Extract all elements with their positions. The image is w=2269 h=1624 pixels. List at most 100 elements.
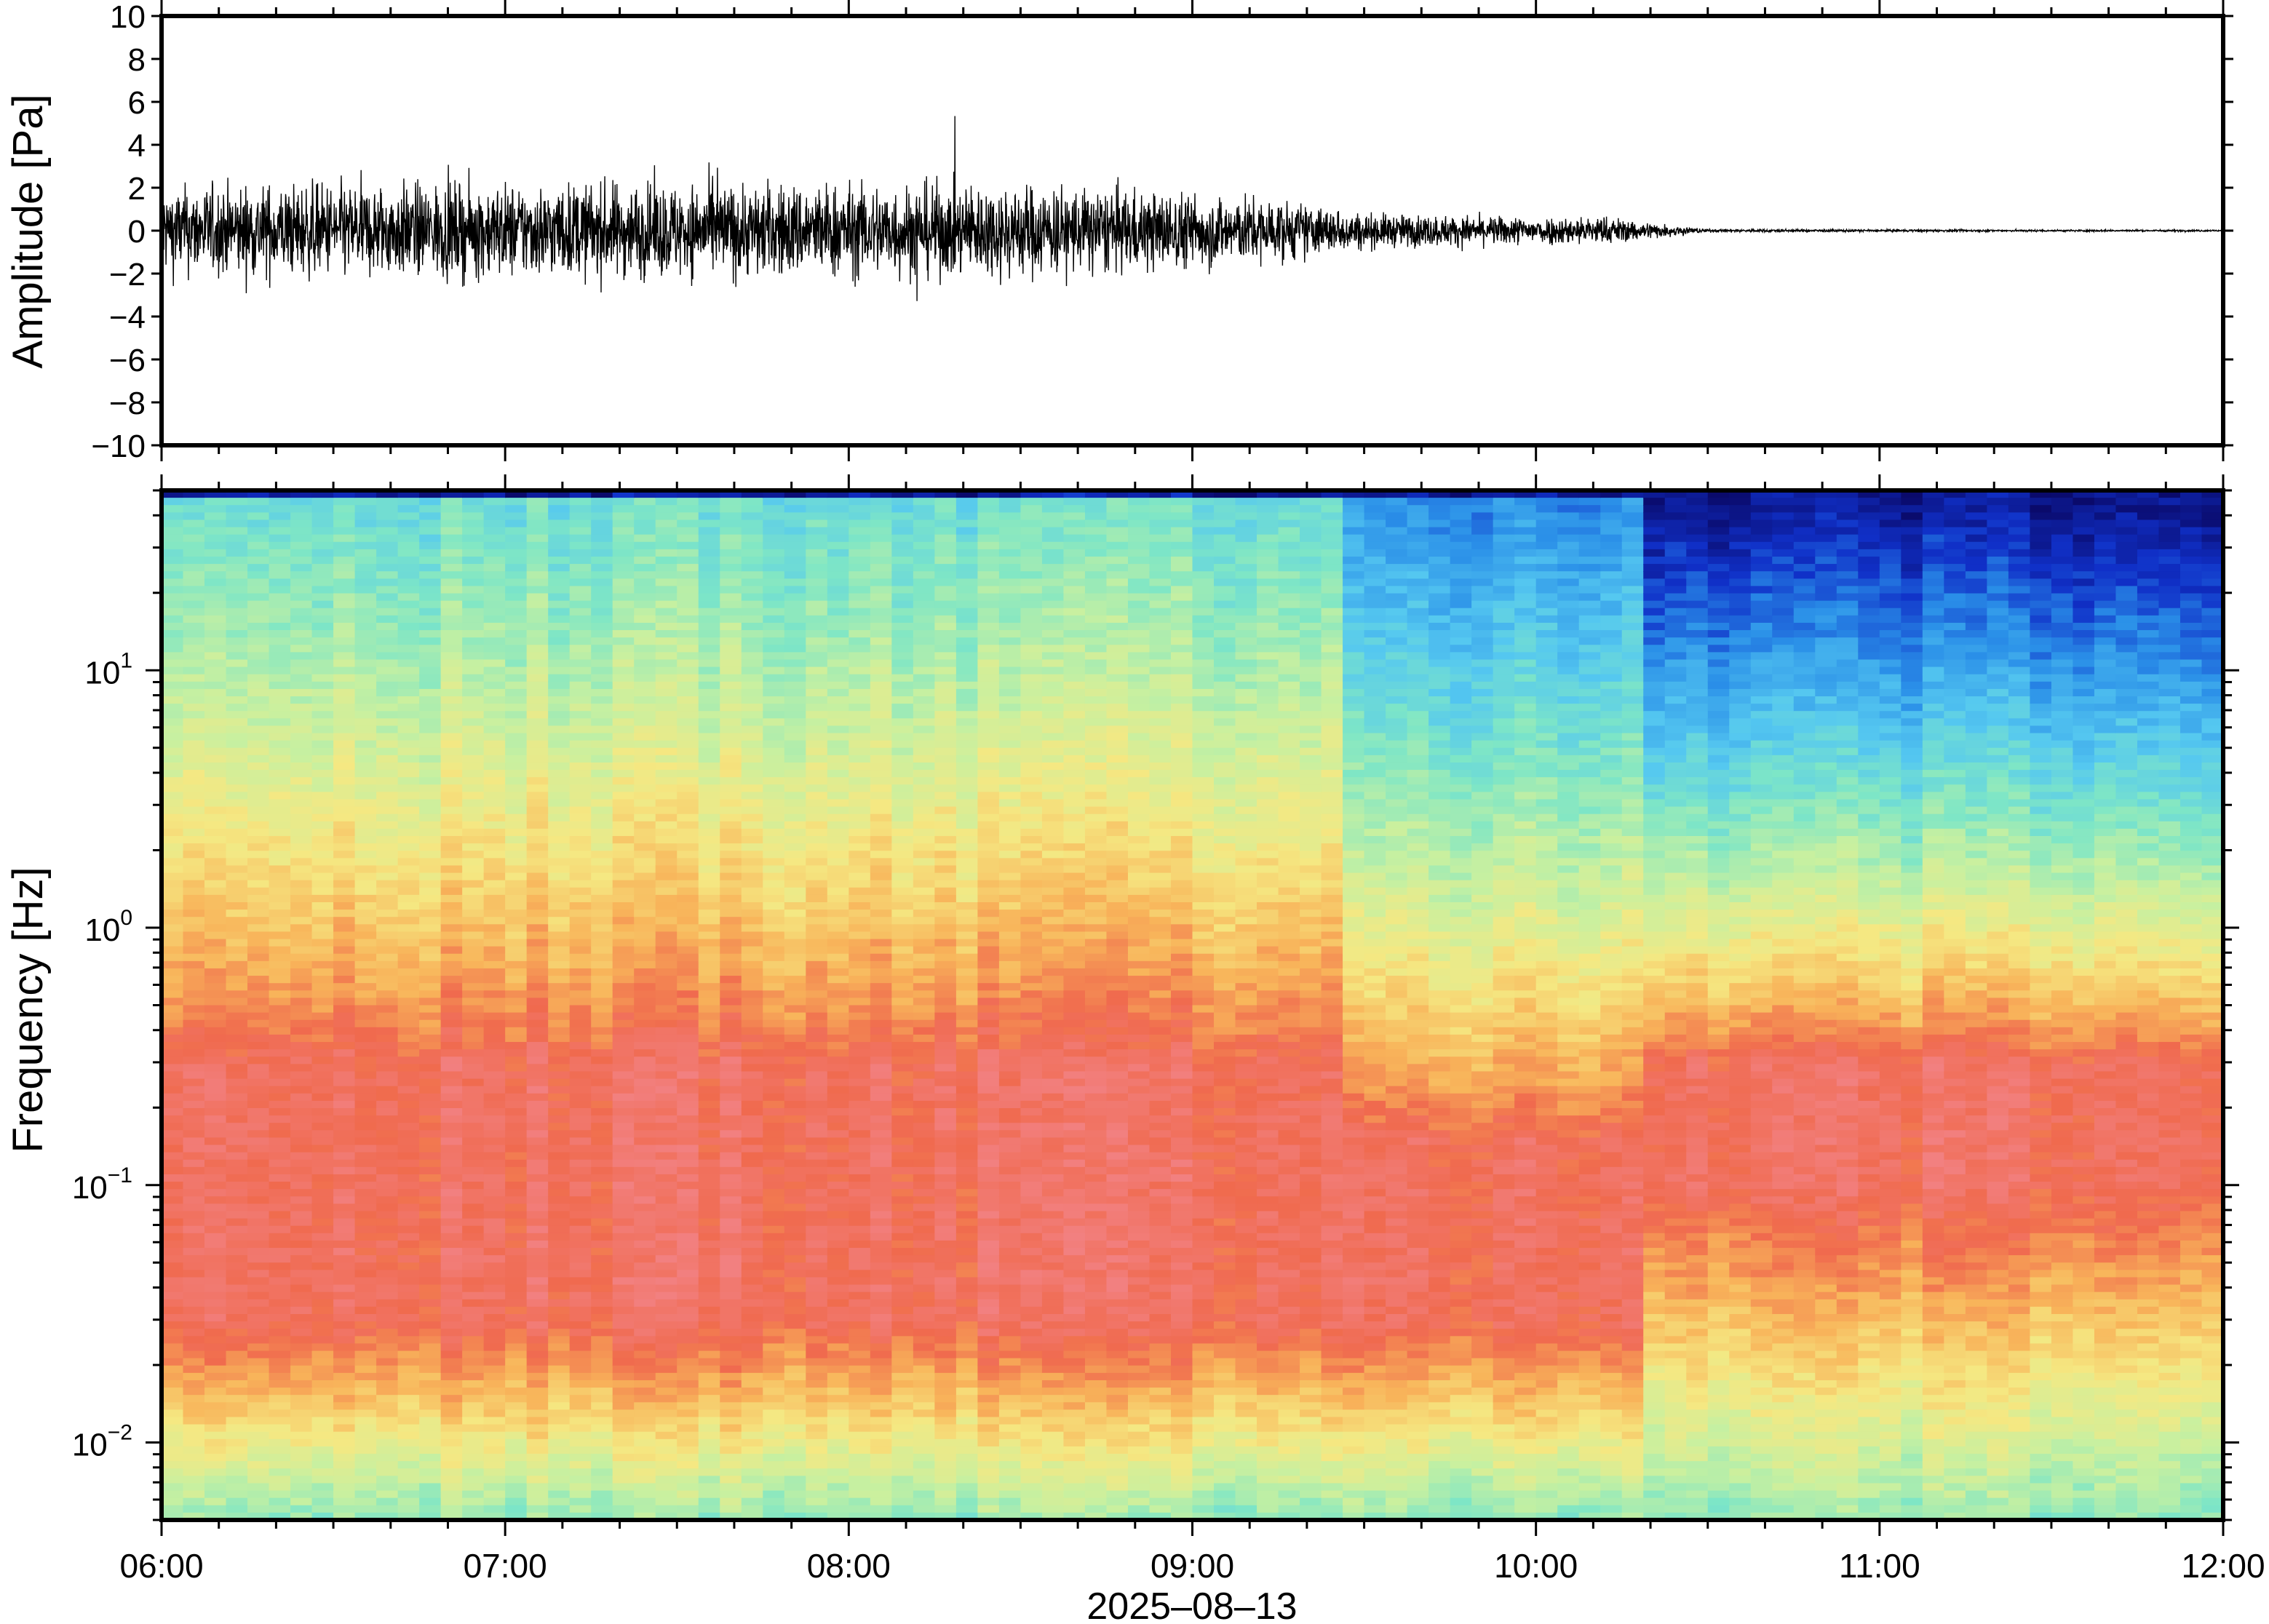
spectrogram-cell: [183, 762, 205, 771]
spectrogram-cell: [397, 512, 420, 521]
spectrogram-cell: [376, 556, 399, 565]
spectrogram-cell: [440, 564, 463, 572]
spectrogram-cell: [462, 836, 485, 844]
spectrogram-cell: [569, 1233, 592, 1241]
spectrogram-cell: [526, 1497, 549, 1506]
spectrogram-cell: [247, 887, 270, 896]
spectrogram-cell: [247, 1321, 270, 1330]
spectrogram-cell: [806, 1395, 828, 1404]
spectrogram-cell: [806, 1218, 828, 1227]
spectrogram-cell: [290, 960, 313, 969]
spectrogram-cell: [419, 998, 442, 1006]
spectrogram-cell: [440, 990, 463, 999]
spectrogram-cell: [269, 1329, 291, 1337]
spectrogram-cell: [204, 674, 227, 682]
spectrogram-cell: [548, 1358, 571, 1366]
spectrogram-cell: [849, 1336, 871, 1345]
spectrogram-cell: [784, 1042, 807, 1050]
spectrogram-cell: [462, 1306, 485, 1315]
spectrogram-cell: [634, 1145, 656, 1153]
spectrogram-cell: [849, 998, 871, 1006]
spectrogram-cell: [891, 505, 914, 514]
spectrogram-cell: [311, 1291, 334, 1300]
spectrogram-cell: [548, 1182, 571, 1190]
spectrogram-cell: [784, 1174, 807, 1182]
spectrogram-cell: [204, 983, 227, 992]
spectrogram-cell: [419, 1343, 442, 1352]
spectrogram-cell: [462, 711, 485, 720]
spectrogram-cell: [827, 1233, 850, 1241]
spectrogram-cell: [891, 1321, 914, 1330]
spectrogram-cell: [290, 1270, 313, 1278]
spectrogram-cell: [720, 688, 742, 697]
spectrogram-cell: [526, 813, 549, 822]
spectrogram-cell: [462, 1225, 485, 1234]
spectrogram-cell: [483, 960, 506, 969]
spectrogram-cell: [333, 806, 356, 815]
spectrogram-cell: [763, 813, 785, 822]
spectrogram-cell: [763, 960, 785, 969]
spectrogram-cell: [462, 1270, 485, 1278]
spectrogram-cell: [505, 1196, 528, 1205]
spectrogram-cell: [698, 527, 721, 536]
spectrogram-cell: [806, 983, 828, 992]
spectrogram-cell: [226, 1248, 248, 1256]
spectrogram-cell: [677, 1497, 699, 1506]
spectrogram-cell: [183, 1380, 205, 1388]
spectrogram-cell: [269, 762, 291, 771]
spectrogram-cell: [612, 1196, 635, 1205]
spectrogram-cell: [548, 1336, 571, 1345]
spectrogram-cell: [827, 909, 850, 918]
spectrogram-cell: [849, 718, 871, 727]
spectrogram-cell: [591, 1505, 613, 1513]
spectrogram-cell: [226, 1314, 248, 1322]
spectrogram-cell: [634, 931, 656, 940]
spectrogram-cell: [591, 1248, 613, 1256]
spectrogram-cell: [849, 1203, 871, 1212]
spectrogram-cell: [183, 747, 205, 756]
spectrogram-cell: [677, 711, 699, 720]
spectrogram-cell: [698, 630, 721, 638]
spectrogram-cell: [548, 1027, 571, 1035]
spectrogram-cell: [655, 1225, 678, 1234]
spectrogram-cell: [290, 1454, 313, 1462]
spectrogram-cell: [526, 1372, 549, 1381]
spectrogram-cell: [269, 1431, 291, 1440]
spectrogram-cell: [183, 1454, 205, 1462]
spectrogram-cell: [505, 593, 528, 602]
spectrogram-cell: [612, 1115, 635, 1124]
spectrogram-cell: [354, 917, 377, 926]
spectrogram-cell: [677, 946, 699, 955]
spectrogram-cell: [440, 630, 463, 638]
spectrogram-cell: [462, 976, 485, 984]
spectrogram-cell: [720, 725, 742, 734]
spectrogram-cell: [354, 1277, 377, 1286]
spectrogram-cell: [333, 600, 356, 609]
spectrogram-cell: [591, 1196, 613, 1205]
spectrogram-cell: [870, 1174, 893, 1182]
spectrogram-cell: [569, 490, 592, 498]
spectrogram-cell: [162, 1152, 184, 1161]
spectrogram-cell: [849, 1233, 871, 1241]
spectrogram-cell: [247, 1483, 270, 1492]
spectrogram-cell: [440, 902, 463, 910]
spectrogram-cell: [311, 931, 334, 940]
spectrogram-cell: [849, 1395, 871, 1404]
spectrogram-cell: [354, 1468, 377, 1477]
spectrogram-cell: [397, 704, 420, 712]
spectrogram-cell: [333, 520, 356, 528]
spectrogram-cell: [376, 615, 399, 624]
spectrogram-cell: [376, 696, 399, 704]
spectrogram-cell: [397, 983, 420, 992]
spectrogram-cell: [397, 1012, 420, 1021]
spectrogram-cell: [870, 666, 893, 675]
spectrogram-cell: [763, 1034, 785, 1043]
spectrogram-cell: [440, 1284, 463, 1293]
spectrogram-cell: [741, 1291, 764, 1300]
spectrogram-cell: [655, 777, 678, 786]
spectrogram-cell: [419, 593, 442, 602]
spectrogram-cell: [891, 556, 914, 565]
spectrogram-cell: [397, 1240, 420, 1249]
y-tick-label: −10: [91, 429, 146, 464]
spectrogram-cell: [655, 1490, 678, 1499]
